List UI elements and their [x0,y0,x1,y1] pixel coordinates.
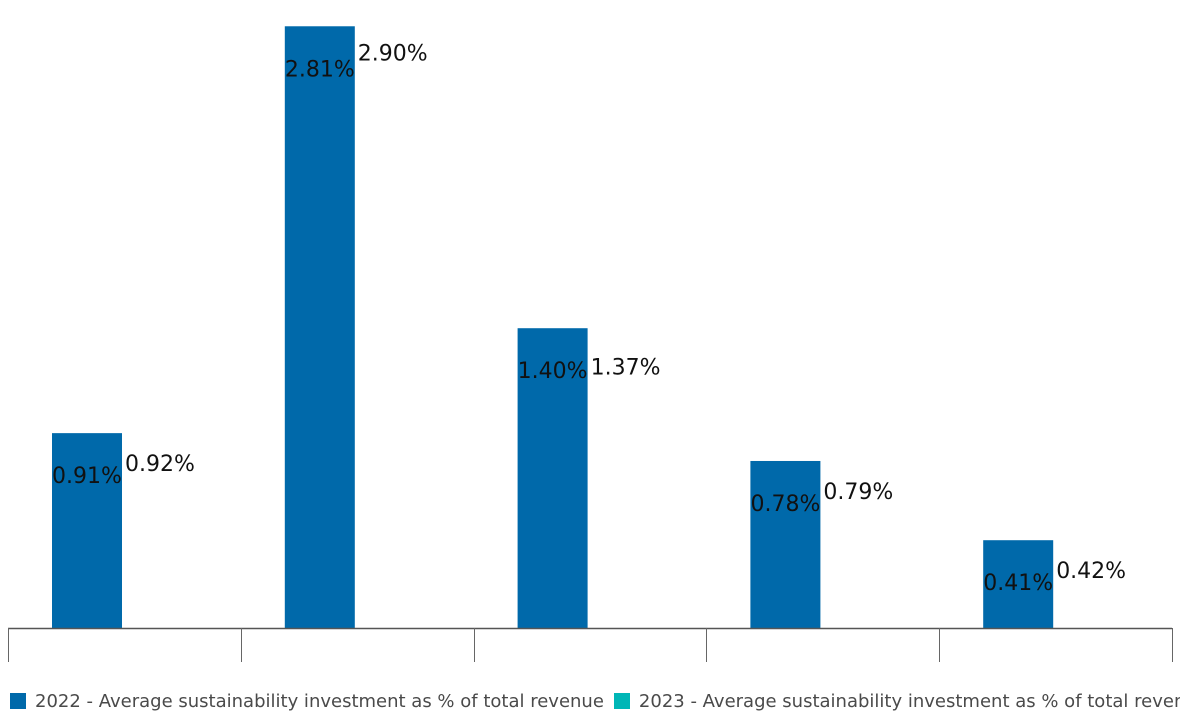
data-label-2022-5: 0.41% [983,571,1053,596]
data-label-2022-1: 0.91% [52,464,122,489]
data-label-2022-2: 2.81% [285,57,355,82]
legend-swatch-2022 [10,693,26,709]
legend: 2022 - Average sustainability investment… [10,688,1180,714]
bar-2022-4 [750,460,821,628]
legend-item-2023: 2023 - Average sustainability investment… [613,690,1180,712]
data-label-2023-4: 0.79% [823,480,893,505]
legend-label-2023: 2023 - Average sustainability investment… [638,690,1180,712]
data-label-2023-2: 2.90% [358,41,428,66]
bars-layer [52,26,1054,629]
data-label-2023-5: 0.42% [1056,559,1126,584]
data-label-2022-4: 0.78% [750,492,820,517]
bar-2022-2 [284,26,355,629]
bar-2022-3 [517,328,588,628]
bar-chart: 0.91% 0.92% 2.81%2.90% 1.40% 1.37% 0.78% 0.79%… [8,26,1173,662]
data-labels-layer: 0.91% 0.92% 2.81%2.90% 1.40% 1.37% 0.78% 0.79%… [52,41,1126,596]
data-label-2022-3: 1.40% [518,359,588,384]
data-label-2023-1: 0.92% [125,452,195,477]
bar-2022-1 [52,433,122,628]
legend-item-2022: 2022 - Average sustainability investment… [10,691,604,712]
legend-swatch-2023 [613,693,630,709]
data-label-2023-3: 1.37% [591,356,661,381]
x-axis [8,627,1173,662]
bar-2022-5 [983,540,1054,628]
legend-label-2022: 2022 - Average sustainability investment… [35,690,604,712]
